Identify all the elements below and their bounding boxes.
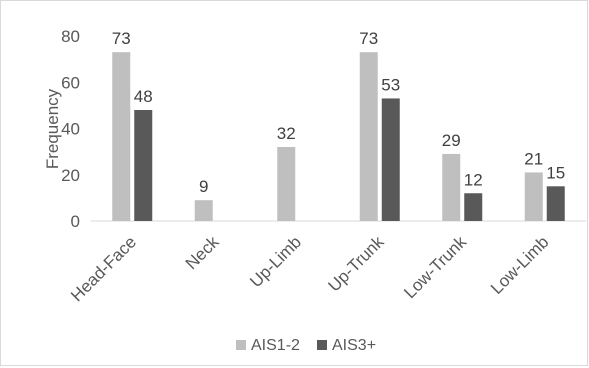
bar-ais1-2-up-trunk (359, 52, 378, 221)
bars (112, 52, 565, 221)
bar-ais3--low-trunk (464, 193, 483, 221)
bar-ais1-2-low-trunk (442, 153, 461, 221)
bar-ais1-2-low-limb (524, 172, 543, 221)
y-axis-title: Frequency (43, 88, 62, 169)
y-axis: 0 20 40 60 80 (61, 27, 80, 231)
legend: AIS1-2 AIS3+ (236, 337, 376, 354)
legend-swatch (317, 340, 327, 350)
x-axis-categories: Head-Face Neck Up-Limb Up-Trunk Low-Trunk Low… (67, 232, 552, 305)
y-tick-label: 20 (61, 166, 80, 185)
bar-ais1-2-up-limb (277, 147, 296, 221)
bar-ais1-2-neck (194, 200, 213, 221)
data-label: 29 (442, 131, 461, 150)
data-label: 12 (464, 170, 483, 189)
x-category-label: Up-Trunk (324, 232, 387, 295)
data-label: 15 (546, 163, 565, 182)
y-tick-label: 80 (61, 27, 80, 46)
bar-ais3--up-trunk (381, 98, 400, 221)
legend-label: AIS3+ (332, 337, 376, 354)
x-category-label: Head-Face (67, 232, 140, 305)
data-label: 21 (524, 149, 543, 168)
legend-label: AIS1-2 (251, 337, 300, 354)
x-category-label: Up-Limb (246, 232, 305, 291)
bar-ais3--low-limb (546, 186, 565, 221)
data-label: 73 (112, 29, 131, 48)
data-label: 32 (277, 124, 296, 143)
data-label: 53 (381, 75, 400, 94)
legend-swatch (236, 340, 246, 350)
x-category-label: Neck (182, 232, 223, 273)
x-category-label: Low-Limb (487, 232, 553, 298)
y-tick-label: 60 (61, 73, 80, 92)
bar-ais3--head-face (134, 110, 153, 221)
data-label: 9 (199, 177, 208, 196)
data-label: 73 (359, 29, 378, 48)
x-category-label: Low-Trunk (400, 232, 470, 302)
bar-ais1-2-head-face (112, 52, 131, 221)
y-tick-label: 40 (61, 120, 80, 139)
data-label: 48 (134, 87, 153, 106)
y-tick-label: 0 (71, 212, 80, 231)
